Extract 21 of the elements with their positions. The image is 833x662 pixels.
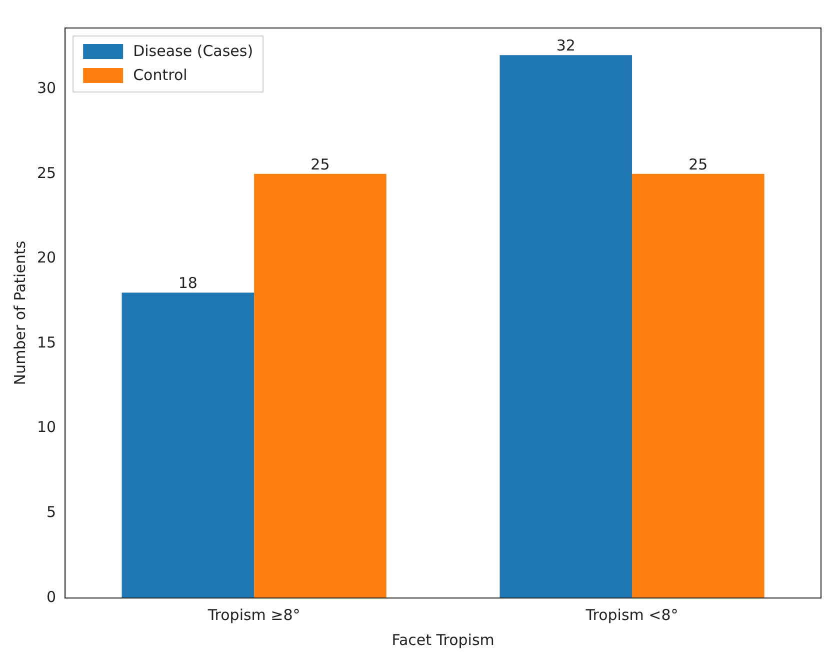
y-axis-title: Number of Patients xyxy=(10,240,29,386)
y-tick-label: 15 xyxy=(36,333,56,352)
bar xyxy=(632,174,764,598)
x-axis-title: Facet Tropism xyxy=(392,630,494,649)
data-label: 32 xyxy=(556,36,576,55)
bar xyxy=(122,292,254,598)
data-label: 25 xyxy=(310,155,330,174)
y-tick-label: 10 xyxy=(36,418,56,436)
y-tick-label: 30 xyxy=(36,78,56,97)
x-tick-label: Tropism <8° xyxy=(584,606,678,624)
y-tick-label: 0 xyxy=(46,588,56,606)
x-tick-label: Tropism ≥8° xyxy=(206,606,300,624)
bar xyxy=(500,55,632,598)
y-tick-label: 20 xyxy=(36,248,56,267)
y-tick-label: 5 xyxy=(46,503,56,522)
data-label: 18 xyxy=(178,274,198,292)
data-label: 25 xyxy=(688,155,708,174)
legend-label: Control xyxy=(133,66,188,84)
bar xyxy=(254,174,386,598)
legend-label: Disease (Cases) xyxy=(133,42,254,60)
y-tick-label: 25 xyxy=(36,164,56,182)
